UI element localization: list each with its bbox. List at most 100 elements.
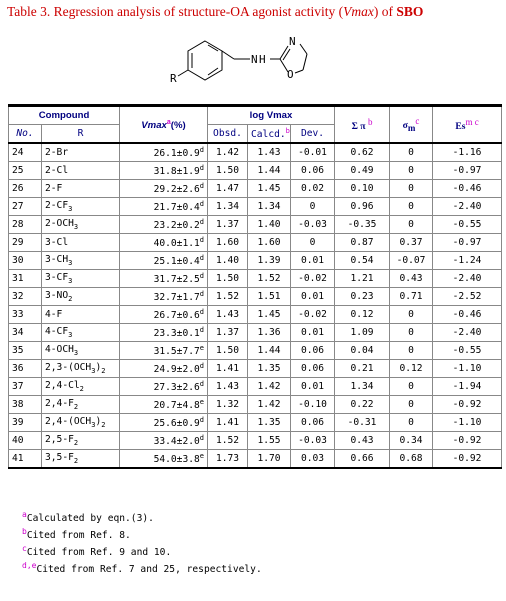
cell-obsd: 1.32: [207, 395, 248, 414]
cell-dev: 0.01: [289, 323, 336, 342]
cell-calcd: 1.36: [247, 323, 291, 342]
cell-calcd: 1.55: [247, 431, 291, 450]
cell-substituent: 2-Br: [41, 142, 120, 162]
cell-vmax: 31.7±2.5d: [119, 269, 208, 288]
structure-o: O: [287, 68, 294, 81]
cell-calcd: 1.44: [247, 341, 291, 360]
cell-substituent: 2,4-(OCH3)2: [41, 413, 120, 432]
cell-sigma-m: 0.12: [389, 359, 434, 378]
cell-no: 26: [8, 179, 42, 198]
cell-sum-pi: 0.49: [334, 161, 391, 180]
cell-sigma-m: 0: [389, 161, 434, 180]
cell-sum-pi: 1.09: [334, 323, 391, 342]
cell-calcd: 1.42: [247, 395, 291, 414]
cell-vmax: 33.4±2.0d: [119, 431, 208, 450]
cell-sigma-m: 0: [389, 197, 434, 216]
cell-no: 28: [8, 215, 42, 234]
cell-sum-pi: 1.34: [334, 377, 391, 396]
cell-dev: -0.10: [289, 395, 336, 414]
footnote: aCalculated by eqn.(3).: [22, 510, 154, 524]
cell-es-m: -1.16: [432, 142, 503, 162]
cell-calcd: 1.35: [247, 359, 291, 378]
cell-substituent: 3-Cl: [41, 233, 120, 252]
table-row: 31 3-CF3 31.7±2.5d 1.50 1.52 -0.02 1.21 0.43 -2.…: [8, 269, 503, 288]
cell-substituent: 2,5-F2: [41, 431, 120, 450]
cell-no: 41: [8, 449, 42, 469]
cell-es-m: -0.92: [432, 395, 503, 414]
cell-es-m: -0.55: [432, 215, 503, 234]
cell-es-m: -2.40: [432, 323, 503, 342]
caption-middle: ) of: [373, 4, 397, 19]
cell-sum-pi: 0.62: [334, 142, 391, 162]
header-dev: Dev.: [289, 124, 336, 144]
cell-no: 32: [8, 287, 42, 306]
structure-h: H: [259, 53, 266, 66]
table-row: 40 2,5-F2 33.4±2.0d 1.52 1.55 -0.03 0.43 0.34 -0…: [8, 431, 503, 450]
cell-sigma-m: -0.07: [389, 251, 434, 270]
header-log-vmax: log Vmax: [206, 104, 336, 125]
cell-substituent: 4-OCH3: [41, 341, 120, 360]
cell-es-m: -0.92: [432, 449, 503, 469]
caption-compound: SBO: [396, 4, 424, 19]
cell-dev: 0.06: [289, 413, 336, 432]
cell-vmax: 25.1±0.4d: [119, 251, 208, 270]
cell-sum-pi: 0.04: [334, 341, 391, 360]
cell-calcd: 1.60: [247, 233, 291, 252]
footnote: cCited from Ref. 9 and 10.: [22, 544, 172, 558]
cell-es-m: -1.10: [432, 359, 503, 378]
cell-obsd: 1.52: [207, 287, 248, 306]
cell-vmax: 31.8±1.9d: [119, 161, 208, 180]
cell-vmax: 24.9±2.0d: [119, 359, 208, 378]
cell-obsd: 1.52: [207, 431, 248, 450]
cell-calcd: 1.45: [247, 305, 291, 324]
cell-sigma-m: 0: [389, 395, 434, 414]
cell-vmax: 29.2±2.6d: [119, 179, 208, 198]
cell-es-m: -0.55: [432, 341, 503, 360]
cell-sum-pi: 0.21: [334, 359, 391, 378]
cell-dev: 0.02: [289, 179, 336, 198]
cell-sigma-m: 0: [389, 215, 434, 234]
cell-vmax: 23.3±0.1d: [119, 323, 208, 342]
cell-vmax: 40.0±1.1d: [119, 233, 208, 252]
header-calcd: Calcd.b: [247, 124, 291, 144]
chemical-structure: R N H N O: [170, 35, 308, 85]
cell-obsd: 1.37: [207, 323, 248, 342]
cell-sum-pi: 0.87: [334, 233, 391, 252]
cell-substituent: 3-NO2: [41, 287, 120, 306]
cell-sum-pi: 0.54: [334, 251, 391, 270]
cell-dev: -0.02: [289, 269, 336, 288]
cell-substituent: 2,4-Cl2: [41, 377, 120, 396]
cell-no: 25: [8, 161, 42, 180]
footnote: bCited from Ref. 8.: [22, 527, 131, 541]
cell-sigma-m: 0: [389, 341, 434, 360]
cell-vmax: 26.7±0.6d: [119, 305, 208, 324]
cell-dev: -0.03: [289, 431, 336, 450]
cell-sigma-m: 0.34: [389, 431, 434, 450]
cell-es-m: -2.52: [432, 287, 503, 306]
cell-calcd: 1.35: [247, 413, 291, 432]
cell-vmax: 31.5±7.7e: [119, 341, 208, 360]
table-row: 38 2,4-F2 20.7±4.8e 1.32 1.42 -0.10 0.22 0 -0.92: [8, 395, 503, 414]
cell-sum-pi: 0.96: [334, 197, 391, 216]
cell-obsd: 1.37: [207, 215, 248, 234]
regression-table: Compound Vmaxa(%) log Vmax Σ π b σmc Esm…: [8, 104, 503, 469]
cell-sum-pi: 0.66: [334, 449, 391, 469]
cell-no: 39: [8, 413, 42, 432]
cell-substituent: 2-Cl: [41, 161, 120, 180]
cell-no: 33: [8, 305, 42, 324]
cell-no: 31: [8, 269, 42, 288]
cell-vmax: 27.3±2.6d: [119, 377, 208, 396]
cell-dev: -0.01: [289, 142, 336, 162]
cell-sum-pi: 0.23: [334, 287, 391, 306]
cell-sigma-m: 0: [389, 413, 434, 432]
cell-sum-pi: 0.43: [334, 431, 391, 450]
cell-obsd: 1.41: [207, 359, 248, 378]
cell-no: 40: [8, 431, 42, 450]
cell-obsd: 1.34: [207, 197, 248, 216]
cell-sigma-m: 0.71: [389, 287, 434, 306]
cell-no: 27: [8, 197, 42, 216]
cell-vmax: 32.7±1.7d: [119, 287, 208, 306]
cell-sigma-m: 0.68: [389, 449, 434, 469]
cell-substituent: 3-CF3: [41, 269, 120, 288]
table-row: 28 2-OCH3 23.2±0.2d 1.37 1.40 -0.03 -0.35 0 -0.5…: [8, 215, 503, 234]
